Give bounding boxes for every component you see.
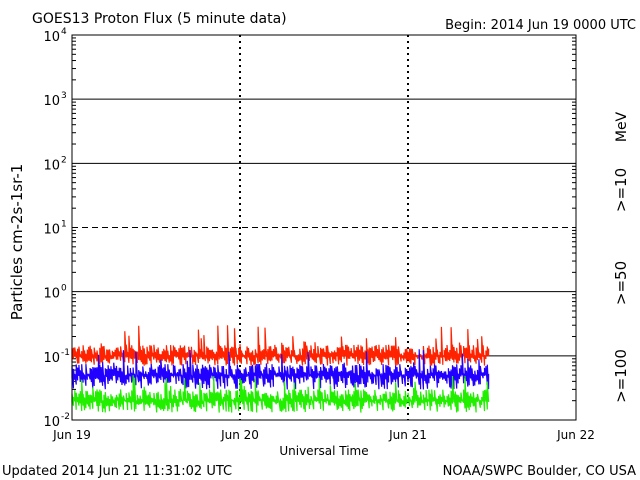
y-tick-exponent: 0 <box>61 284 67 294</box>
plot-frame <box>71 34 577 421</box>
series-line-gt50 <box>71 349 490 390</box>
x-tick-label: Jun 21 <box>388 428 427 442</box>
y-tick-exponent: 4 <box>61 27 67 37</box>
y-axis-label-text: Particles cm-2s-1sr-1 <box>8 164 26 321</box>
y-tick-exponent: 1 <box>61 220 67 230</box>
y-tick-label: 10 <box>43 158 60 173</box>
y-tick-label: 10 <box>43 223 60 238</box>
legend-gt50: >=50 <box>612 261 630 305</box>
y-tick-exponent: 3 <box>61 91 67 101</box>
y-tick-label: 10 <box>43 351 60 366</box>
data-series-layer <box>71 325 490 413</box>
legend-gt10: >=10 <box>612 168 630 212</box>
x-tick-label: Jun 22 <box>556 428 595 442</box>
legend-gt100: >=100 <box>612 349 630 403</box>
y-tick-label: 10 <box>43 94 60 109</box>
y-tick-label: 10 <box>43 287 60 302</box>
y-tick-exponent: -1 <box>61 348 70 358</box>
y-tick-label: 10 <box>43 415 60 430</box>
begin-time: Begin: 2014 Jun 19 0000 UTC <box>445 18 636 33</box>
series-line-gt10 <box>71 325 490 366</box>
x-tick-label: Jun 20 <box>220 428 259 442</box>
energy-unit-label: MeV <box>614 111 630 142</box>
y-tick-exponent: 2 <box>61 155 67 165</box>
series-line-gt100 <box>71 375 490 413</box>
x-tick-labels: Jun 19 Jun 20 Jun 21 Jun 22 <box>52 428 595 442</box>
updated-time: Updated 2014 Jun 21 11:31:02 UTC <box>2 464 232 479</box>
y-axis-label: Particles cm-2s-1sr-1 <box>8 164 26 321</box>
chart-title: GOES13 Proton Flux (5 minute data) <box>32 11 287 27</box>
x-axis-label: Universal Time <box>279 444 368 458</box>
y-tick-label: 10 <box>43 30 60 45</box>
credit: NOAA/SWPC Boulder, CO USA <box>443 464 636 479</box>
y-tick-exponent: -2 <box>61 412 70 422</box>
x-tick-label: Jun 19 <box>52 428 91 442</box>
